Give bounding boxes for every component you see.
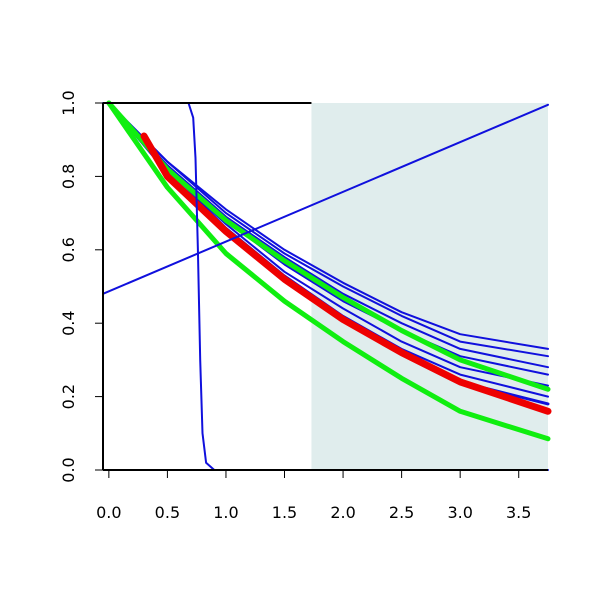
series-line-11: [102, 103, 549, 295]
series-line-10: [106, 100, 551, 442]
y-tick-label: 1.0: [59, 90, 78, 115]
x-tick-label: 0.5: [155, 503, 180, 522]
x-tick-label: 1.5: [272, 503, 297, 522]
y-tick-label: 0.0: [59, 457, 78, 482]
series-line-8: [106, 100, 551, 392]
x-tick-label: 0.0: [96, 503, 121, 522]
series-line-9: [140, 132, 552, 415]
x-tick-label: 3.0: [447, 503, 472, 522]
series-line-12: [102, 102, 549, 471]
y-tick-label: 0.6: [59, 237, 78, 262]
series-line-2: [107, 102, 549, 358]
shaded-region: [311, 103, 548, 470]
x-tick-label: 2.5: [389, 503, 414, 522]
x-tick-label: 2.0: [330, 503, 355, 522]
x-tick-label: 1.0: [213, 503, 238, 522]
y-tick-label: 0.4: [59, 310, 78, 335]
x-tick-label: 3.5: [506, 503, 531, 522]
y-tick-label: 0.2: [59, 384, 78, 409]
y-tick-label: 0.8: [59, 164, 78, 189]
